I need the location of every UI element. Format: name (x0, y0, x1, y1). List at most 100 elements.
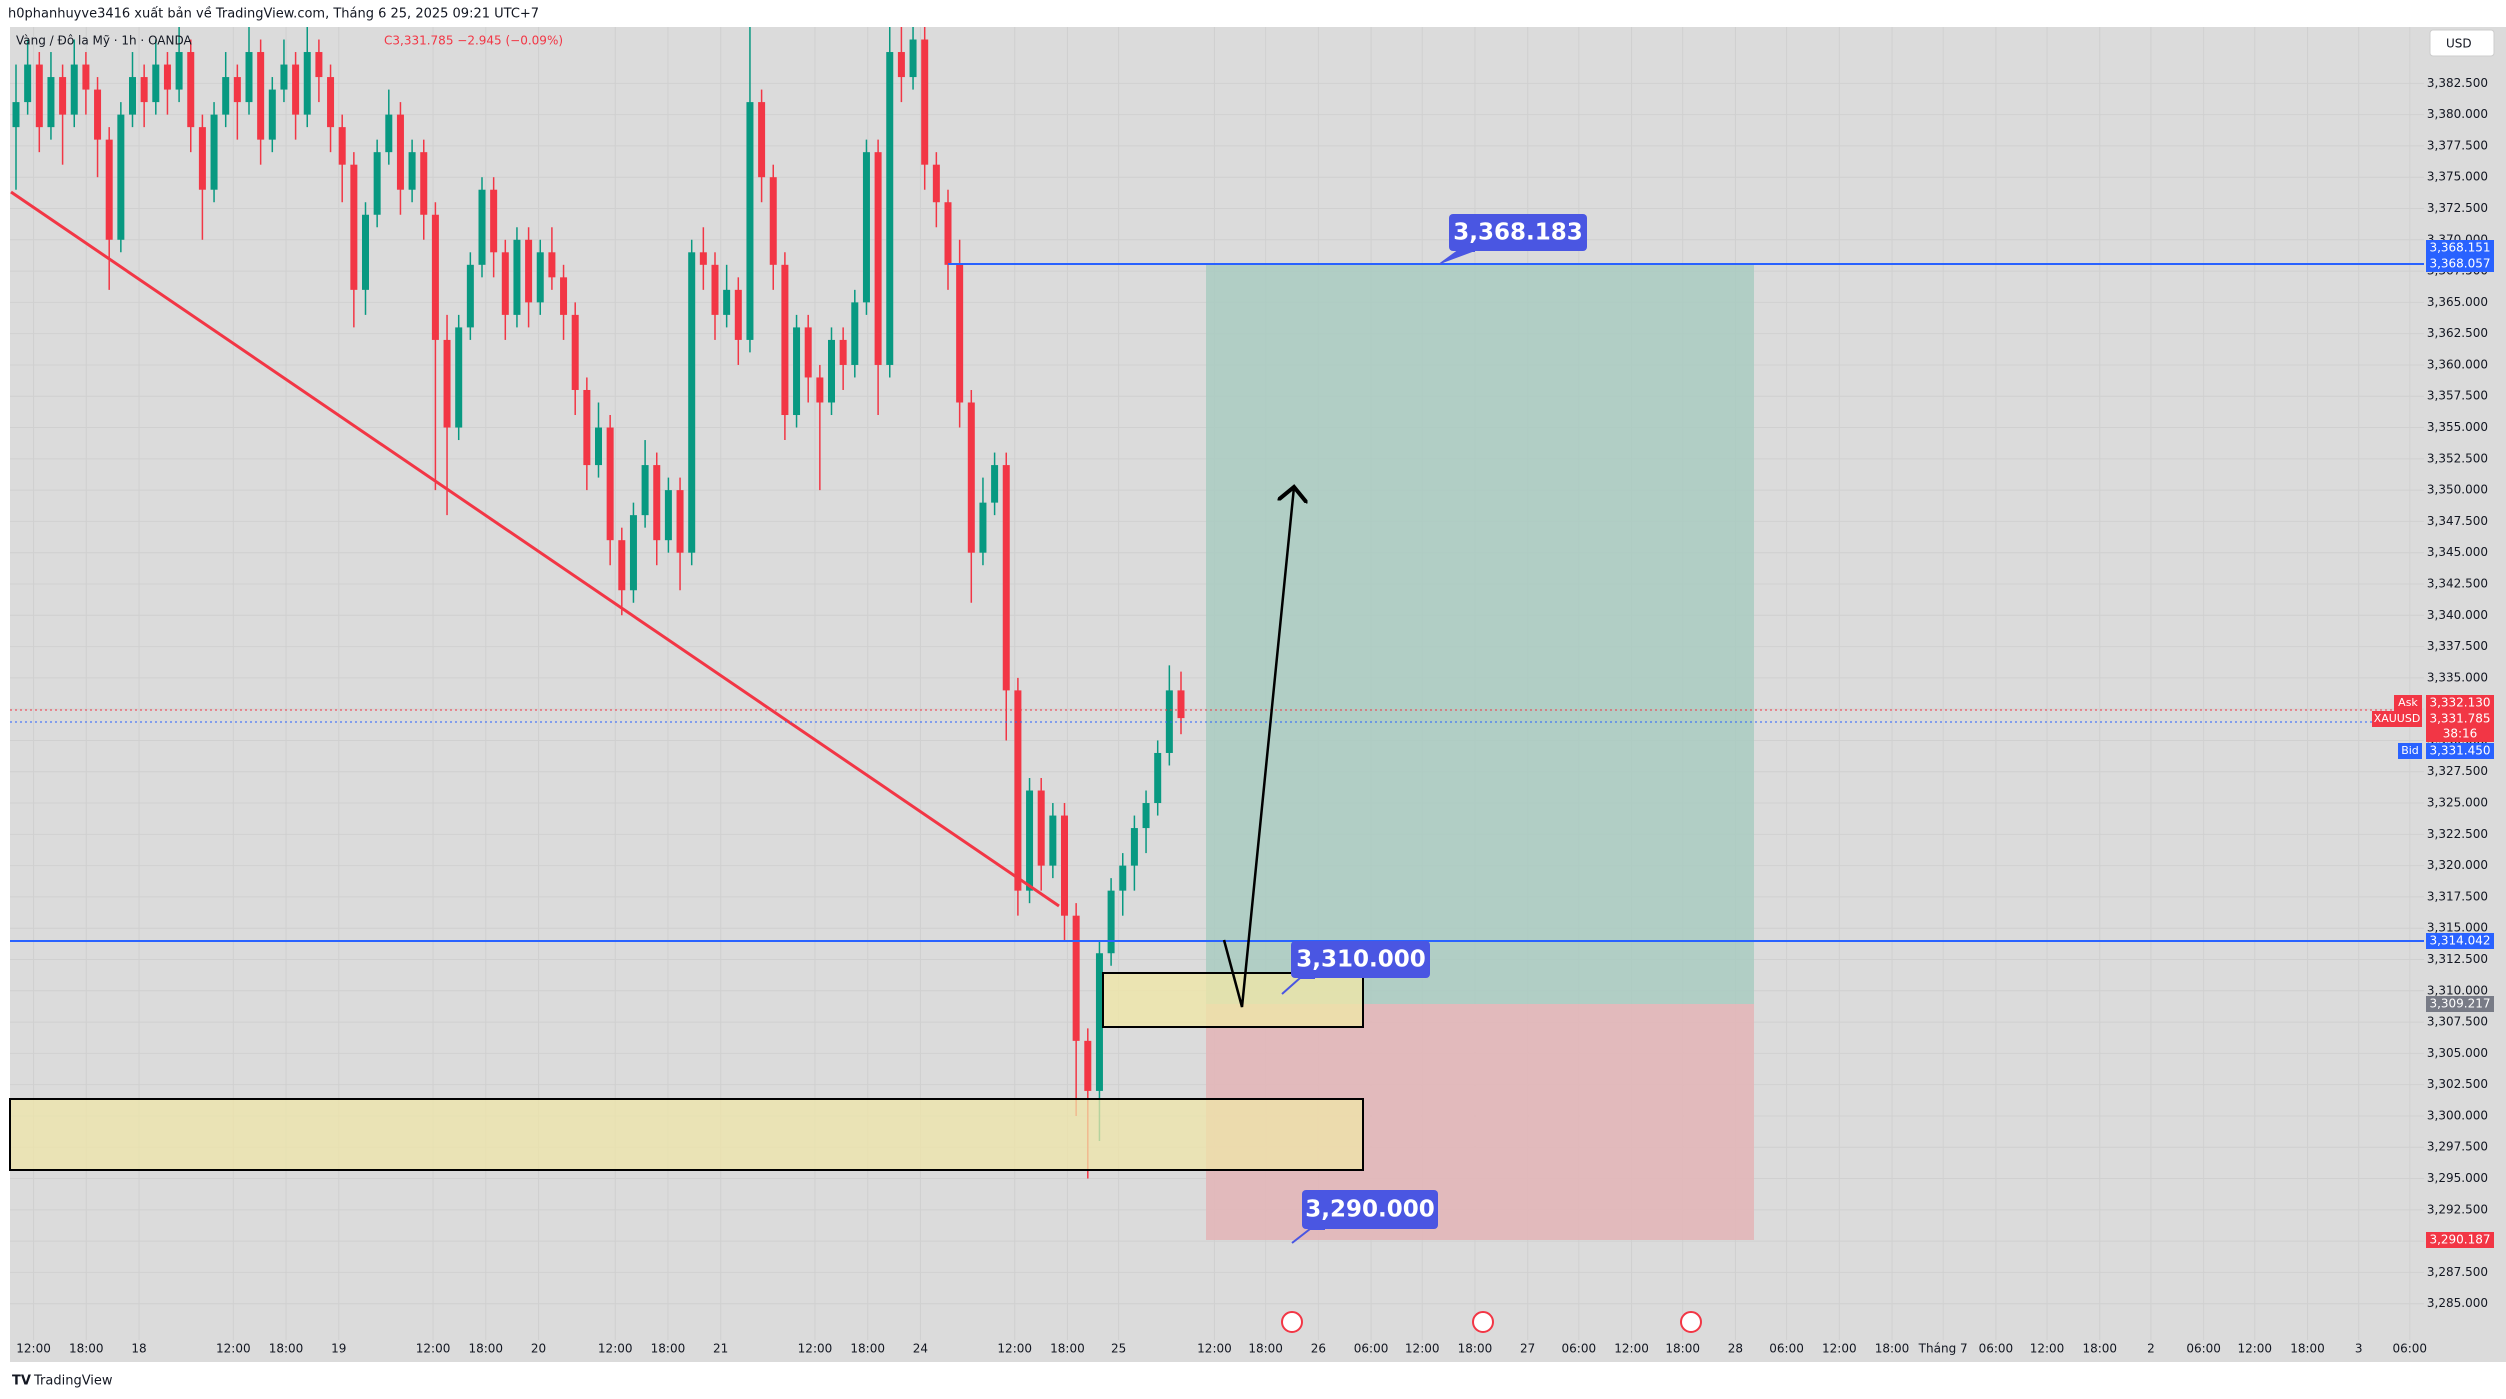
x-tick-label: 19 (331, 1342, 346, 1356)
y-tick-label: 3,297.500 (2427, 1140, 2488, 1154)
candle-body (210, 114, 218, 190)
x-tick-label: 28 (1728, 1342, 1743, 1356)
candle-body (1026, 790, 1034, 891)
y-tick-label: 3,377.500 (2427, 138, 2488, 152)
stop-label-box (1302, 1190, 1438, 1229)
candle-body (758, 102, 766, 178)
x-tick-label: Tháng 7 (1918, 1342, 1968, 1356)
y-tick-label: 3,285.000 (2427, 1296, 2488, 1310)
target-label-box (1449, 214, 1587, 251)
candle-body (653, 465, 661, 541)
x-tick-label: 20 (531, 1342, 546, 1356)
x-tick-label: 06:00 (2186, 1342, 2221, 1356)
x-tick-label: 12:00 (997, 1342, 1032, 1356)
candle-body (408, 152, 416, 190)
candle-body (175, 52, 183, 90)
candle-body (443, 339, 451, 428)
event-icon[interactable] (1281, 1311, 1303, 1333)
x-tick-label: 18:00 (850, 1342, 885, 1356)
x-tick-label: 24 (913, 1342, 928, 1356)
candle-body (350, 164, 358, 290)
x-tick-label: 26 (1311, 1342, 1326, 1356)
y-tick-label: 3,375.000 (2427, 170, 2488, 184)
candle-body (1061, 815, 1068, 916)
x-tick-label: 18:00 (269, 1342, 304, 1356)
candle-body (886, 52, 894, 365)
price-tag-name: Bid (2401, 744, 2419, 757)
y-tick-label: 3,295.000 (2427, 1171, 2488, 1185)
publisher-line: h0phanhuyve3416 xuất bản về TradingView.… (8, 7, 539, 22)
y-tick-label: 3,372.500 (2427, 201, 2488, 215)
candle-body (292, 64, 300, 115)
candle-body (804, 327, 812, 378)
candle-body (245, 52, 253, 103)
demand-zone-small (1102, 972, 1364, 1028)
price-tag-name-box (2372, 711, 2422, 727)
candle-body (746, 102, 754, 340)
quote-line: C3,331.785 −2.945 (−0.09%) (384, 34, 563, 48)
x-tick-label: 06:00 (1562, 1342, 1597, 1356)
y-tick-label: 3,315.000 (2427, 921, 2488, 935)
candle-body (1037, 790, 1045, 866)
x-tick-label: 18:00 (2290, 1342, 2325, 1356)
y-tick-label: 3,325.000 (2427, 796, 2488, 810)
demand-zone-large (9, 1098, 1364, 1171)
price-tag: 3,309.217 (2429, 997, 2490, 1011)
x-tick-label: 18:00 (1875, 1342, 1910, 1356)
x-tick-label: 18:00 (1248, 1342, 1283, 1356)
currency-box[interactable] (2429, 29, 2495, 57)
price-tag: 3,331.450 (2429, 744, 2490, 758)
event-icon[interactable] (1680, 1311, 1702, 1333)
x-tick-label: 12:00 (1405, 1342, 1440, 1356)
projection-arrow (1222, 487, 1294, 1008)
x-tick-label: 25 (1111, 1342, 1126, 1356)
y-tick-label: 3,287.500 (2427, 1265, 2488, 1279)
candle-body (455, 327, 463, 428)
y-tick-label: 3,320.000 (2427, 858, 2488, 872)
x-tick-label: 12:00 (416, 1342, 451, 1356)
x-tick-label: 06:00 (1769, 1342, 1804, 1356)
candle-body (385, 114, 393, 153)
y-tick-label: 3,312.500 (2427, 952, 2488, 966)
candle-body (944, 202, 952, 265)
candle-body (82, 64, 90, 90)
price-tag-box (2426, 711, 2494, 727)
y-tick-label: 3,292.500 (2427, 1202, 2488, 1216)
candle-body (816, 377, 824, 403)
candle-body (129, 77, 136, 115)
x-tick-label: 06:00 (1354, 1342, 1389, 1356)
candle-body (35, 64, 43, 128)
footer-logo: TV (12, 1374, 31, 1389)
x-tick-label: 18:00 (1665, 1342, 1700, 1356)
y-tick-label: 3,300.000 (2427, 1108, 2488, 1122)
symbol-line: Vàng / Đô la Mỹ · 1h · OANDA (16, 34, 193, 48)
candle-body (606, 427, 614, 541)
price-tag-name-box (2394, 695, 2422, 711)
candle-body (94, 89, 102, 140)
y-tick-label: 3,350.000 (2427, 483, 2488, 497)
candle-body (105, 139, 113, 240)
candle-body (793, 327, 801, 416)
x-tick-label: 12:00 (598, 1342, 633, 1356)
candle-body (1154, 752, 1162, 804)
price-tag: 3,368.057 (2429, 257, 2490, 271)
x-tick-label: 3 (2355, 1342, 2363, 1356)
event-icon[interactable] (1472, 1311, 1494, 1333)
price-tag-box (2426, 933, 2494, 949)
candle-body (828, 339, 835, 403)
candle-body (315, 52, 323, 78)
price-tag-box (2426, 1232, 2494, 1248)
candle-body (501, 252, 509, 315)
y-tick-label: 3,352.500 (2427, 451, 2488, 465)
candle-body (688, 252, 696, 553)
candle-body (12, 102, 20, 128)
price-tag-box (2426, 256, 2494, 272)
candle-body (967, 402, 975, 553)
price-tag-name-box (2398, 743, 2422, 759)
x-tick-label: 18:00 (651, 1342, 686, 1356)
x-tick-label: 18:00 (1458, 1342, 1493, 1356)
candle-body (490, 189, 498, 253)
candle-body (909, 39, 917, 78)
candle-body (991, 465, 999, 503)
entry-label-box (1291, 941, 1430, 978)
